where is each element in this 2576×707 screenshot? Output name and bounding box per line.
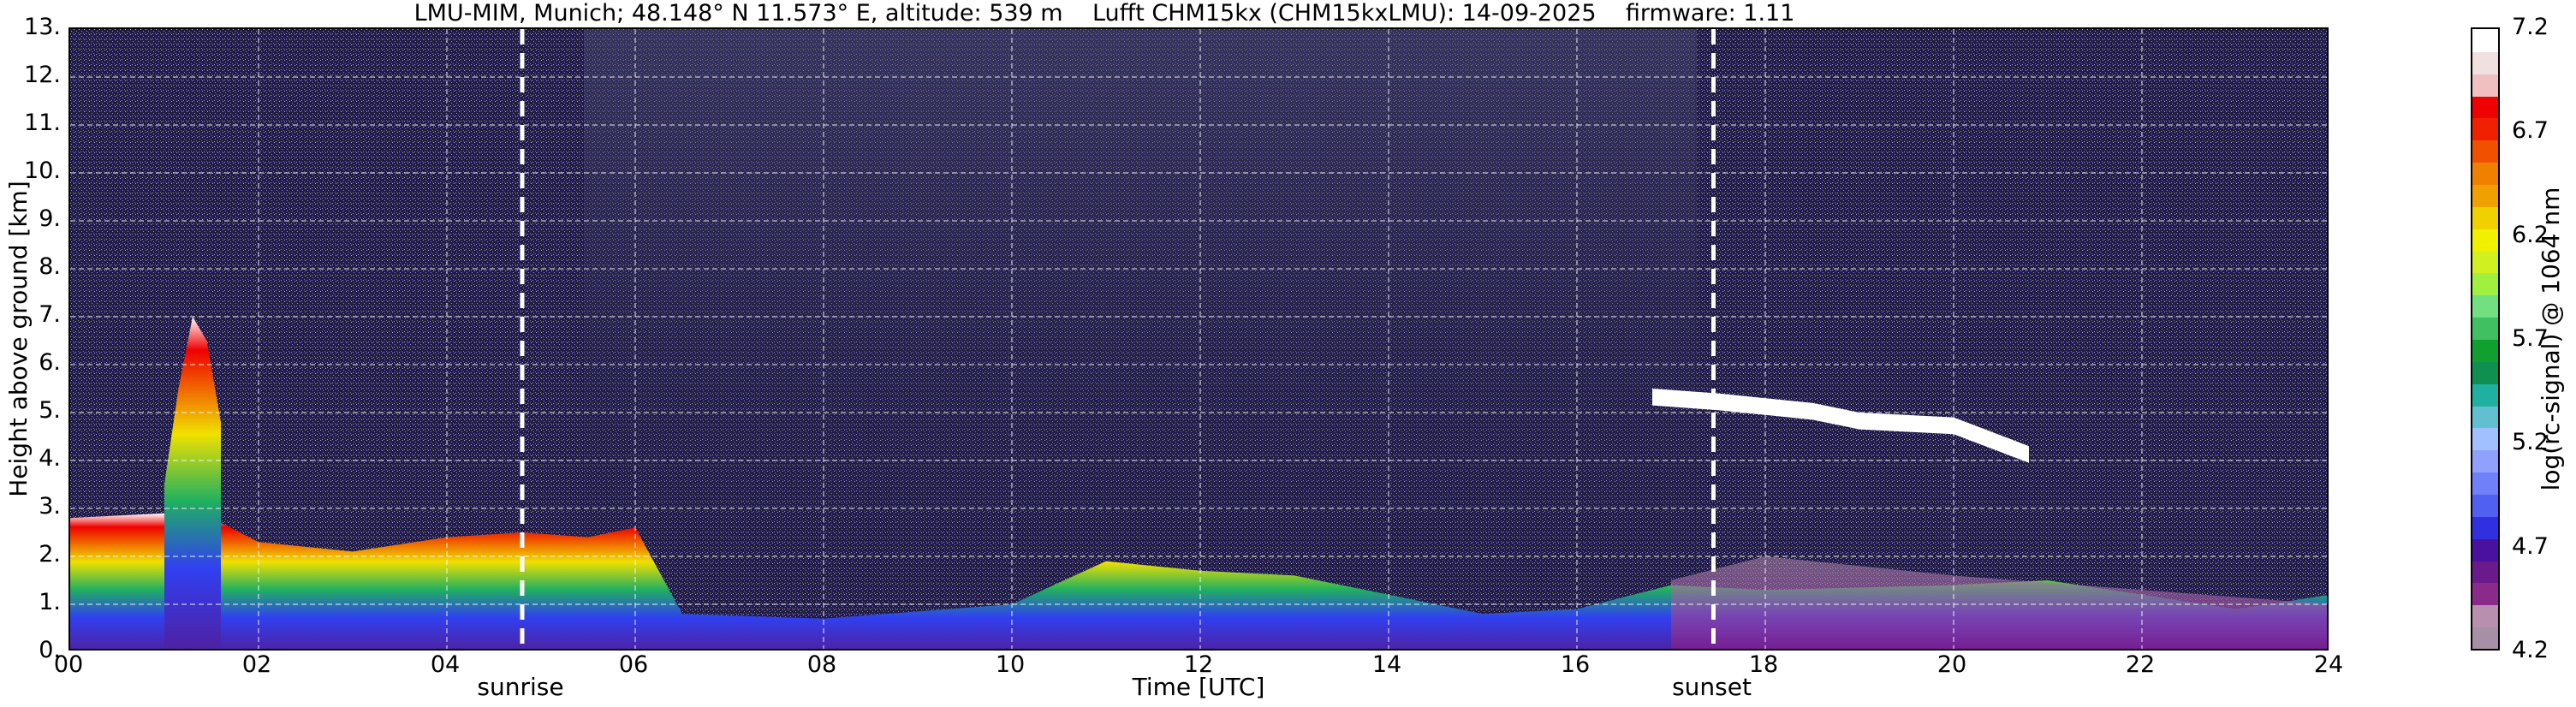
x-tick-label: 10 xyxy=(995,651,1026,678)
colorbar-segment xyxy=(2472,140,2498,163)
colorbar-segment xyxy=(2472,627,2498,649)
chart-title: LMU-MIM, Munich; 48.148° N 11.573° E, al… xyxy=(413,0,1795,27)
colorbar-segment xyxy=(2472,449,2498,473)
y-tick-label: 9. xyxy=(39,205,61,232)
colorbar-segment xyxy=(2472,515,2498,539)
x-tick-label: 16 xyxy=(1560,651,1591,678)
colorbar-segment xyxy=(2472,29,2498,52)
x-tick-label: 12 xyxy=(1183,651,1214,678)
colorbar-segment xyxy=(2472,582,2498,606)
sun-markers xyxy=(520,29,1716,649)
colorbar-tick-label: 5.2 xyxy=(2512,429,2549,456)
x-tick-label: 00 xyxy=(53,651,84,678)
y-tick-label: 13. xyxy=(24,14,61,40)
colorbar xyxy=(2471,27,2500,651)
colorbar-label: log(rc-signal) @ 1064 nm xyxy=(2537,187,2565,491)
grid-lines xyxy=(70,29,2327,649)
colorbar-tick-label: 6.7 xyxy=(2512,117,2549,145)
heatmap-svg xyxy=(70,29,2327,649)
aerosol-layer xyxy=(1671,556,2327,649)
colorbar-segment xyxy=(2472,272,2498,296)
colorbar-segment xyxy=(2472,73,2498,97)
x-tick-label: 24 xyxy=(2313,651,2344,678)
colorbar-segment xyxy=(2472,294,2498,318)
colorbar-segment xyxy=(2472,339,2498,362)
x-tick-label: 02 xyxy=(241,651,272,678)
colorbar-segment xyxy=(2472,427,2498,451)
colorbar-segment xyxy=(2472,472,2498,495)
colorbar-tick-label: 6.2 xyxy=(2512,221,2549,248)
colorbar-segment xyxy=(2472,604,2498,628)
colorbar-segment xyxy=(2472,250,2498,274)
y-tick-label: 7. xyxy=(39,301,61,328)
colorbar-tick-label: 5.7 xyxy=(2512,325,2549,352)
cloud-layer xyxy=(1652,389,2029,463)
colorbar-segment xyxy=(2472,538,2498,561)
colorbar-tick-label: 7.2 xyxy=(2512,14,2549,40)
y-tick-label: 4. xyxy=(39,445,61,472)
signal-features xyxy=(70,317,2327,649)
plume xyxy=(164,317,221,649)
colorbar-segment xyxy=(2472,95,2498,119)
colorbar-segment xyxy=(2472,184,2498,207)
colorbar-segment xyxy=(2472,383,2498,407)
colorbar-segment xyxy=(2472,162,2498,185)
colorbar-segment xyxy=(2472,117,2498,141)
y-tick-label: 5. xyxy=(39,397,61,424)
colorbar-segment xyxy=(2472,50,2498,74)
y-tick-label: 3. xyxy=(39,493,61,520)
x-tick-label: 14 xyxy=(1371,651,1402,678)
x-tick-label: 08 xyxy=(806,651,837,678)
colorbar-segment xyxy=(2472,228,2498,252)
plot-area xyxy=(68,27,2329,651)
colorbar-tick-label: 4.2 xyxy=(2512,637,2549,663)
colorbar-tick-label: 4.7 xyxy=(2512,532,2549,560)
y-tick-label: 2. xyxy=(39,541,61,567)
colorbar-segment xyxy=(2472,405,2498,429)
x-tick-label: 18 xyxy=(1748,651,1779,678)
y-tick-label: 10. xyxy=(24,157,61,184)
x-tick-label: 04 xyxy=(430,651,461,678)
sunset-label: sunset xyxy=(1672,673,1752,701)
colorbar-segment xyxy=(2472,360,2498,384)
x-tick-label: 06 xyxy=(618,651,649,678)
y-tick-label: 8. xyxy=(39,253,61,280)
colorbar-segment xyxy=(2472,205,2498,229)
y-tick-label: 12. xyxy=(24,62,61,88)
y-tick-label: 6. xyxy=(39,349,61,376)
y-tick-label: 1. xyxy=(39,589,61,615)
sunrise-label: sunrise xyxy=(477,673,564,701)
x-tick-label: 20 xyxy=(1936,651,1967,678)
colorbar-segment xyxy=(2472,560,2498,584)
x-tick-label: 22 xyxy=(2125,651,2156,678)
y-tick-label: 0. xyxy=(39,637,61,663)
colorbar-segment xyxy=(2472,317,2498,340)
y-tick-label: 11. xyxy=(24,110,61,136)
sky-haze xyxy=(584,29,1697,649)
x-axis-label: Time [UTC] xyxy=(1132,673,1265,701)
colorbar-segment xyxy=(2472,494,2498,517)
